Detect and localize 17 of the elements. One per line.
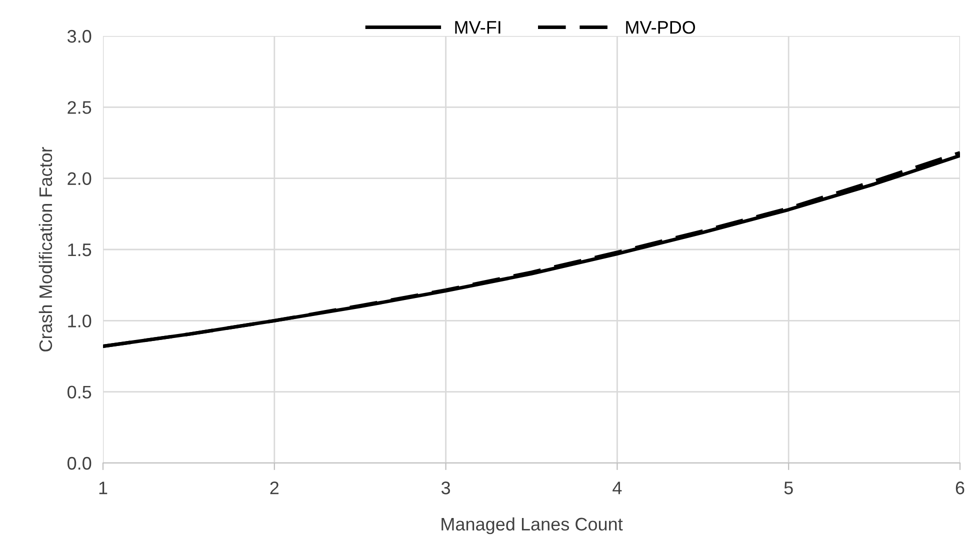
- y-axis-title: Crash Modification Factor: [38, 146, 52, 352]
- y-tick-label: 1.5: [68, 244, 92, 256]
- legend-label: MV-PDO: [626, 20, 696, 34]
- x-tick-label: 6: [956, 482, 964, 494]
- y-tick-label: 3.0: [67, 30, 92, 43]
- x-axis-title: Managed Lanes Count: [442, 517, 623, 534]
- y-tick-label: 0.5: [67, 386, 92, 399]
- x-tick-label: 1: [99, 482, 108, 494]
- x-tick-label: 3: [441, 482, 450, 494]
- x-tick-label: 4: [612, 482, 622, 494]
- x-tick-label: 5: [784, 482, 793, 494]
- y-tick-label: 0.0: [67, 456, 92, 470]
- legend-label: MV-FI: [455, 21, 500, 34]
- y-tick-label: 1.0: [68, 314, 92, 328]
- x-tick-label: 2: [270, 482, 279, 494]
- y-tick-label: 2.0: [68, 172, 92, 186]
- y-tick-label: 2.5: [68, 101, 92, 114]
